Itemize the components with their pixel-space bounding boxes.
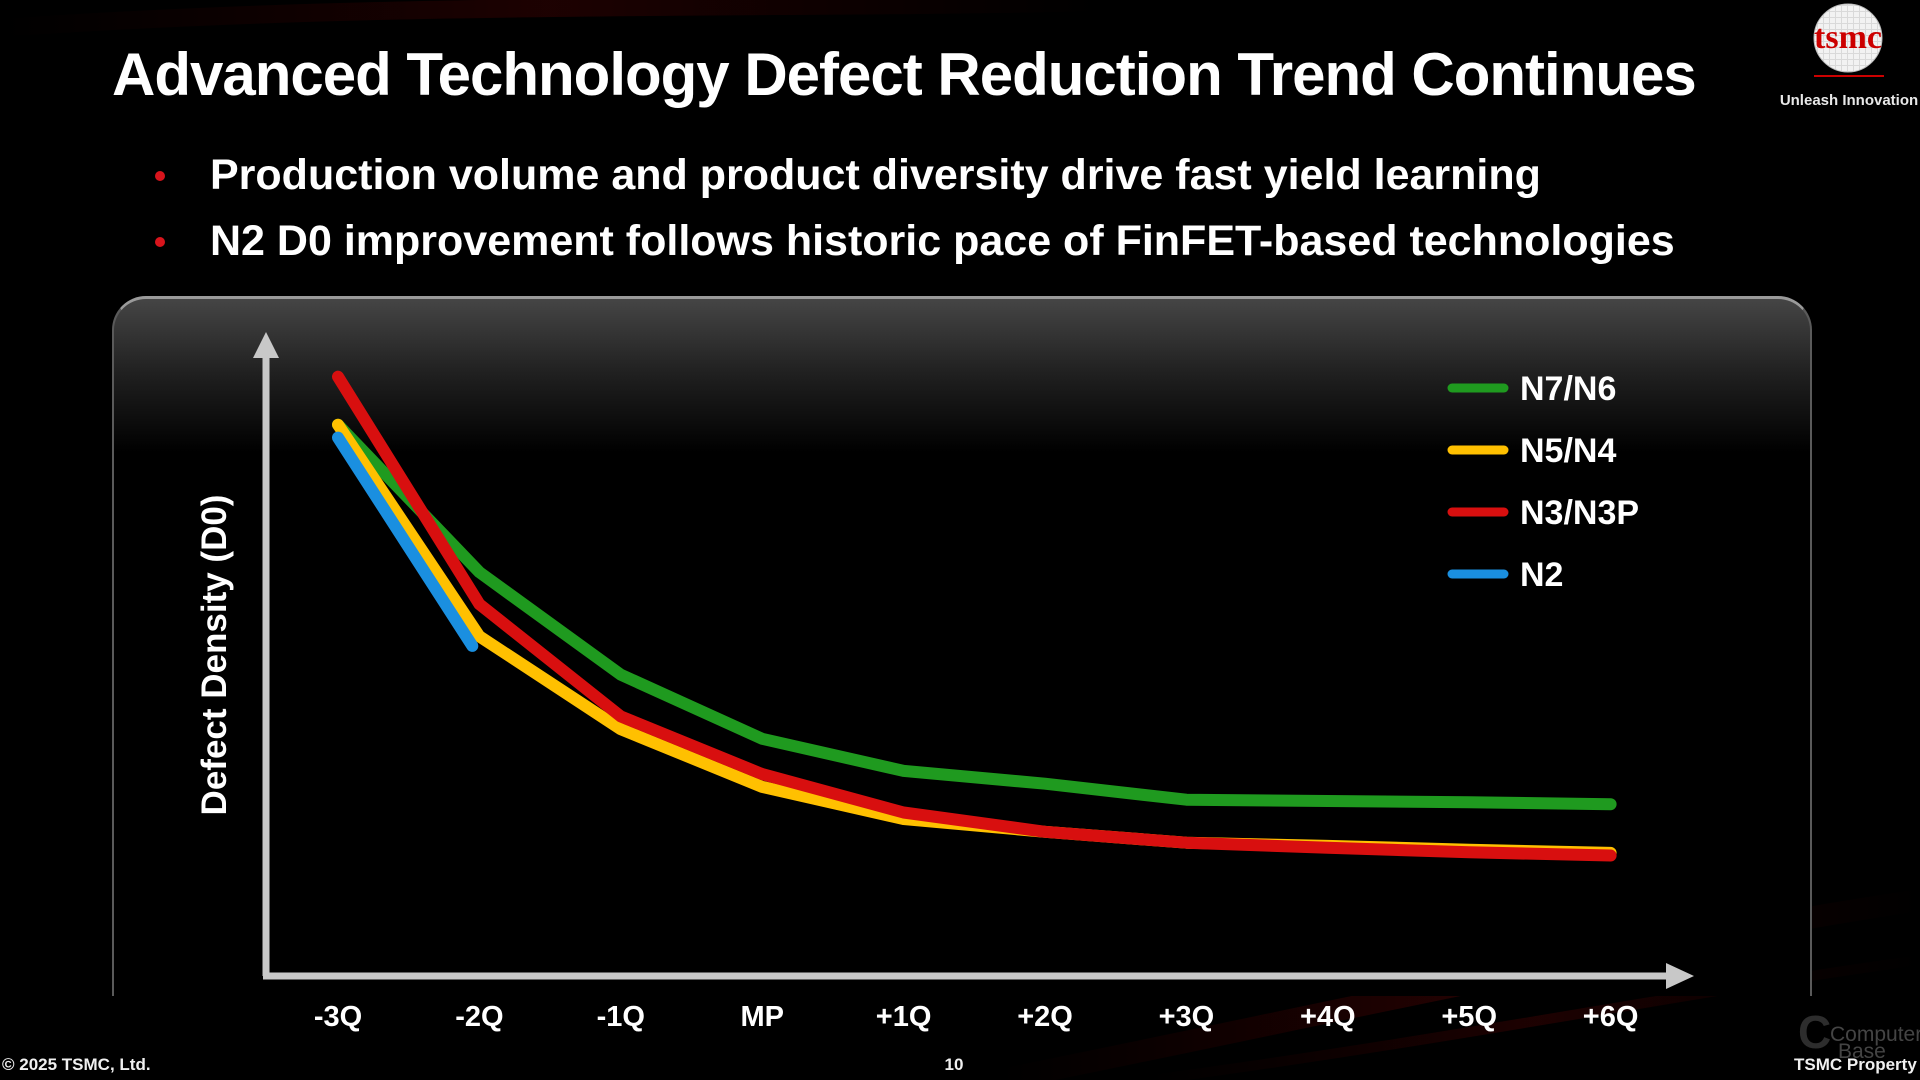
- bullet-marker: [155, 171, 165, 181]
- bullet-text: Production volume and product diversity …: [210, 151, 1541, 199]
- x-tick-label: -3Q: [314, 1001, 362, 1033]
- legend-label: N3/N3P: [1520, 494, 1639, 532]
- y-axis-arrow: [253, 332, 279, 358]
- x-tick-label: +5Q: [1441, 1001, 1497, 1033]
- watermark: C Computer Base: [1798, 1009, 1920, 1063]
- watermark-line2: Base: [1838, 1040, 1886, 1063]
- tsmc-logo: tsmc: [1776, 0, 1920, 112]
- legend-label: N5/N4: [1520, 432, 1616, 470]
- x-tick-label: MP: [740, 1001, 784, 1033]
- x-tick-label: +6Q: [1583, 1001, 1639, 1033]
- bullet-item: N2 D0 improvement follows historic pace …: [150, 216, 1675, 282]
- series-line-n2: [332, 431, 479, 652]
- footer-property: TSMC Property: [1794, 1055, 1917, 1074]
- bullet-text: N2 D0 improvement follows historic pace …: [210, 217, 1675, 265]
- watermark-letter: C: [1798, 1006, 1832, 1058]
- bullet-item: Production volume and product diversity …: [150, 150, 1675, 216]
- watermark-line1: Computer: [1830, 1023, 1920, 1046]
- bullet-marker: [155, 237, 165, 247]
- legend-label: N7/N6: [1520, 370, 1616, 408]
- logo-graphic: tsmc: [1813, 3, 1884, 77]
- y-axis-label: Defect Density (D0): [195, 495, 234, 816]
- series-line-n3-n3p: [332, 370, 1617, 862]
- bullet-list: Production volume and product diversity …: [150, 150, 1675, 282]
- x-tick-label: +2Q: [1017, 1001, 1073, 1033]
- x-tick-label: +1Q: [876, 1001, 932, 1033]
- x-tick-label: +4Q: [1300, 1001, 1356, 1033]
- series-line-n7-n6: [332, 418, 1617, 811]
- x-tick-label: -1Q: [597, 1001, 645, 1033]
- x-axis-arrow: [1666, 963, 1694, 989]
- slide-title: Advanced Technology Defect Reduction Tre…: [112, 41, 1697, 108]
- logo-tagline: Unleash Innovation: [1779, 92, 1919, 109]
- x-tick-label: +3Q: [1159, 1001, 1215, 1033]
- footer-page-number: 10: [944, 1055, 964, 1074]
- x-tick-label: -2Q: [455, 1001, 503, 1033]
- footer-copyright: © 2025 TSMC, Ltd.: [2, 1055, 151, 1074]
- chart-panel: [112, 296, 1812, 996]
- logo-wordmark: tsmc: [1814, 19, 1882, 56]
- legend-label: N2: [1520, 556, 1563, 594]
